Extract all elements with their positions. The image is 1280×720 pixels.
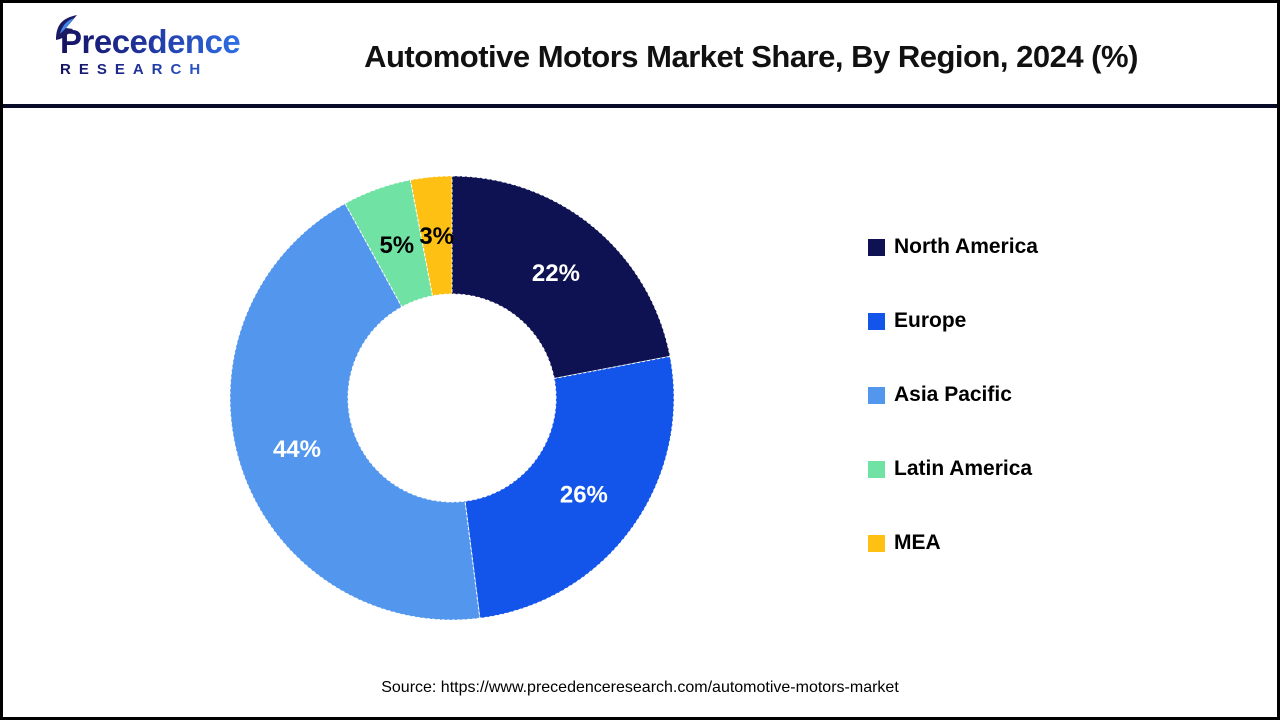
slice-value-label: 22%: [532, 260, 580, 287]
leaf-icon: [56, 15, 77, 40]
legend-item-europe: Europe: [868, 309, 1038, 333]
legend-swatch: [868, 238, 885, 256]
legend-label: North America: [894, 235, 1038, 258]
slice-value-label: 26%: [560, 481, 608, 508]
legend-swatch: [868, 534, 885, 552]
legend-swatch: [868, 386, 885, 404]
legend: North America Europe Asia Pacific Latin Ame…: [868, 235, 1038, 555]
brand-name-text: Precedence: [60, 23, 241, 60]
page-title: Automotive Motors Market Share, By Regio…: [364, 39, 1138, 74]
brand-logo: Precedence RESEARCH: [56, 15, 241, 77]
legend-swatch: [868, 312, 885, 330]
legend-item-north-america: North America: [868, 235, 1038, 259]
brand-name: Precedence: [56, 15, 241, 60]
pie-slice-europe: [464, 355, 675, 619]
pie-slice-mea: [409, 175, 453, 297]
slice-value-label: 44%: [273, 436, 321, 463]
legend-item-mea: MEA: [868, 531, 1038, 555]
legend-swatch: [868, 460, 885, 478]
pie-slice-asia-pacific: [229, 202, 481, 621]
pie-slice-north-america: [451, 175, 671, 380]
legend-label: Latin America: [894, 457, 1033, 480]
legend-label: Europe: [894, 309, 967, 332]
slice-value-label: 3%: [419, 223, 454, 250]
legend-label: MEA: [894, 531, 941, 554]
source-text: Source: https://www.precedenceresearch.c…: [381, 679, 899, 696]
legend-label: Asia Pacific: [894, 383, 1012, 406]
pie-slice-latin-america: [344, 179, 434, 308]
slice-value-label: 5%: [379, 232, 414, 259]
brand-subtitle: RESEARCH: [60, 62, 240, 77]
header: Precedence RESEARCH Automotive Motors Ma…: [3, 3, 1277, 108]
legend-item-asia-pacific: Asia Pacific: [868, 383, 1038, 407]
legend-item-latin-america: Latin America: [868, 457, 1038, 481]
donut-chart: 22% 26% 44% 5% 3%: [229, 175, 675, 621]
